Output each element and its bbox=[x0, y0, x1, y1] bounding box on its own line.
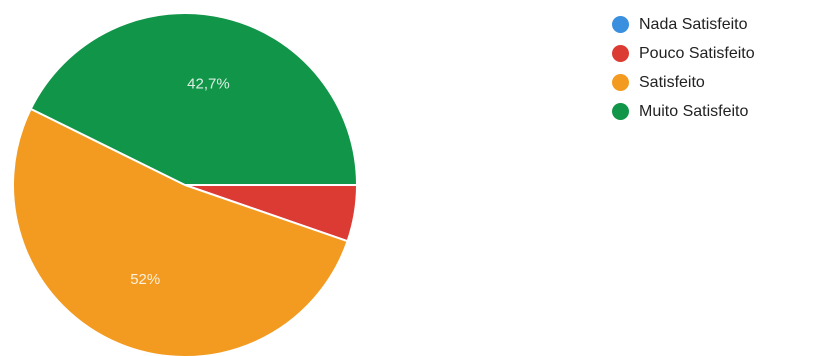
pie-slices bbox=[12, 12, 359, 356]
pie-slice-muito-satisfeito bbox=[29, 12, 359, 186]
legend-item-nada-satisfeito: Nada Satisfeito bbox=[612, 10, 755, 39]
pie-slice-labels: 52% 42,7% bbox=[130, 75, 230, 288]
legend-label-nada-satisfeito: Nada Satisfeito bbox=[639, 15, 748, 33]
slice-label-muito-satisfeito: 42,7% bbox=[187, 75, 230, 92]
legend-swatch-muito-satisfeito bbox=[612, 103, 629, 120]
legend-swatch-nada-satisfeito bbox=[612, 16, 629, 33]
legend-swatch-pouco-satisfeito bbox=[612, 45, 629, 62]
slice-label-satisfeito: 52% bbox=[130, 271, 160, 288]
legend-swatch-satisfeito bbox=[612, 74, 629, 91]
legend-item-muito-satisfeito: Muito Satisfeito bbox=[612, 97, 755, 126]
pie-chart: 52% 42,7% bbox=[12, 12, 359, 356]
legend-label-muito-satisfeito: Muito Satisfeito bbox=[639, 102, 749, 120]
legend-item-pouco-satisfeito: Pouco Satisfeito bbox=[612, 39, 755, 68]
legend-label-pouco-satisfeito: Pouco Satisfeito bbox=[639, 44, 755, 62]
legend-label-satisfeito: Satisfeito bbox=[639, 73, 705, 91]
pie-slice-satisfeito bbox=[12, 107, 349, 356]
legend-item-satisfeito: Satisfeito bbox=[612, 68, 755, 97]
chart-legend: Nada Satisfeito Pouco Satisfeito Satisfeit… bbox=[612, 10, 755, 126]
